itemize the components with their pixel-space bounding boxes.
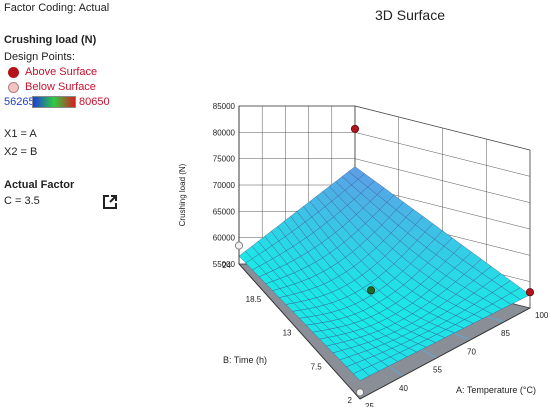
x-tick-label: 25 <box>365 402 374 407</box>
range-min-label: 56265 <box>4 96 35 108</box>
chart-axes: 55000 60000 65000 70000 75000 80000 85000 25 40 5… <box>178 102 549 407</box>
design-points-label: Design Points: <box>4 51 75 63</box>
x-axis-line <box>359 307 531 400</box>
chart-title: 3D Surface <box>375 7 445 23</box>
x-tick-label: 40 <box>399 384 408 393</box>
design-point-marker <box>525 288 535 297</box>
x-tick-label: 100 <box>535 311 549 320</box>
below-surface-label: Below Surface <box>25 81 96 93</box>
y-axis-title: B: Time (h) <box>223 355 267 365</box>
z-tick-label: 55000 <box>213 260 236 269</box>
response-title: Crushing load (N) <box>4 34 97 46</box>
z-tick-label: 70000 <box>213 181 236 190</box>
actual-factor-value: C = 3.5 <box>4 195 40 207</box>
z-tick-label: 85000 <box>213 102 236 111</box>
color-scale-bar <box>32 96 76 108</box>
actual-factor-title: Actual Factor <box>4 179 75 191</box>
above-surface-marker-icon <box>8 67 19 78</box>
z-tick-label: 65000 <box>213 207 236 216</box>
response-surface <box>238 166 531 381</box>
y-tick-label: 13 <box>283 329 292 338</box>
z-axis-title: Crushing load (N) <box>178 163 187 226</box>
above-surface-label: Above Surface <box>25 66 98 78</box>
y-axis-line <box>238 263 361 400</box>
design-point-marker <box>355 388 365 397</box>
factor-coding-label: Factor Coding: Actual <box>4 2 110 14</box>
design-point-marker <box>350 124 360 133</box>
y-tick-label: 24 <box>222 261 231 270</box>
surface-chart: 55000 60000 65000 70000 75000 80000 85000 25 40 5… <box>178 7 549 407</box>
z-tick-label: 75000 <box>213 155 236 164</box>
x-tick-label: 70 <box>467 347 476 356</box>
z-tick-label: 80000 <box>213 128 236 137</box>
design-point-marker <box>234 241 244 250</box>
export-icon[interactable] <box>101 193 119 211</box>
y-tick-label: 7.5 <box>311 362 323 371</box>
y-tick-label: 2 <box>348 396 353 405</box>
range-max-label: 80650 <box>79 96 110 108</box>
x1-definition: X1 = A <box>4 128 37 140</box>
design-point-marker <box>366 286 376 295</box>
legend-panel: Factor Coding: Actual Crushing load (N) … <box>0 0 175 407</box>
surface-cell <box>510 287 531 300</box>
y-tick-label: 18.5 <box>246 295 262 304</box>
below-surface-marker-icon <box>8 82 19 93</box>
z-tick-label: 60000 <box>213 234 236 243</box>
design-points <box>234 124 535 397</box>
x-tick-label: 85 <box>501 329 510 338</box>
x2-definition: X2 = B <box>4 146 38 158</box>
x-tick-label: 55 <box>433 366 442 375</box>
x-axis-title: A: Temperature (°C) <box>456 385 536 395</box>
